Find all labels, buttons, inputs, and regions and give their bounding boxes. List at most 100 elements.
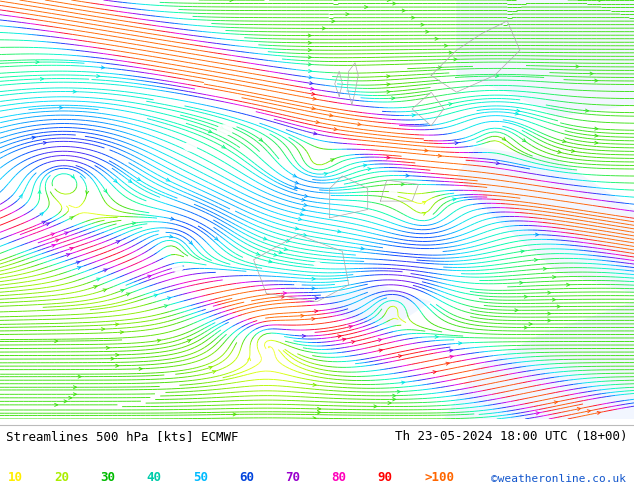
FancyArrowPatch shape [312,277,315,280]
FancyArrowPatch shape [157,339,160,342]
FancyArrowPatch shape [66,254,70,256]
FancyArrowPatch shape [548,319,551,322]
FancyArrowPatch shape [77,267,81,270]
FancyArrowPatch shape [222,145,225,148]
Text: 90: 90 [378,471,393,484]
FancyArrowPatch shape [43,142,46,145]
FancyArrowPatch shape [453,198,456,201]
FancyArrowPatch shape [248,357,250,361]
FancyArrowPatch shape [422,201,426,204]
FancyArrowPatch shape [458,342,462,345]
FancyArrowPatch shape [387,0,391,1]
FancyArrowPatch shape [116,241,120,244]
Text: Th 23-05-2024 18:00 UTC (18+00): Th 23-05-2024 18:00 UTC (18+00) [395,430,628,442]
FancyArrowPatch shape [313,97,316,100]
FancyArrowPatch shape [294,186,297,189]
FancyArrowPatch shape [51,233,55,236]
FancyArrowPatch shape [524,326,527,329]
FancyArrowPatch shape [38,191,41,194]
FancyArrowPatch shape [126,293,130,296]
FancyArrowPatch shape [65,232,68,235]
FancyArrowPatch shape [557,305,560,308]
FancyArrowPatch shape [46,223,49,226]
Text: 70: 70 [285,471,301,484]
FancyArrowPatch shape [552,298,555,301]
FancyArrowPatch shape [515,309,518,312]
FancyArrowPatch shape [137,177,140,180]
FancyArrowPatch shape [425,149,428,152]
Text: ©weatheronline.co.uk: ©weatheronline.co.uk [491,474,626,484]
FancyArrowPatch shape [308,63,311,66]
FancyArrowPatch shape [351,341,355,343]
FancyArrowPatch shape [171,217,174,220]
FancyArrowPatch shape [304,195,307,197]
FancyArrowPatch shape [295,181,299,184]
FancyArrowPatch shape [595,127,598,130]
FancyArrowPatch shape [322,27,325,30]
FancyArrowPatch shape [32,136,36,139]
FancyArrowPatch shape [571,149,574,152]
FancyArrowPatch shape [300,213,303,216]
FancyArrowPatch shape [387,75,390,78]
FancyArrowPatch shape [40,213,43,216]
FancyArrowPatch shape [166,178,169,181]
Circle shape [389,190,397,195]
FancyArrowPatch shape [312,93,315,96]
FancyArrowPatch shape [562,140,566,143]
FancyArrowPatch shape [496,162,500,165]
FancyArrowPatch shape [438,154,441,157]
FancyArrowPatch shape [302,198,305,201]
FancyArrowPatch shape [256,252,259,255]
FancyArrowPatch shape [302,335,306,338]
FancyArrowPatch shape [398,355,402,358]
Circle shape [314,262,320,266]
FancyArrowPatch shape [74,393,77,396]
FancyArrowPatch shape [455,142,458,145]
FancyArrowPatch shape [313,383,316,386]
FancyArrowPatch shape [387,156,390,159]
FancyArrowPatch shape [438,66,441,69]
FancyArrowPatch shape [279,251,282,254]
FancyArrowPatch shape [548,291,551,294]
FancyArrowPatch shape [304,203,307,206]
FancyArrowPatch shape [368,168,371,171]
FancyArrowPatch shape [167,297,171,300]
FancyArrowPatch shape [115,364,119,368]
FancyArrowPatch shape [308,41,311,44]
FancyArrowPatch shape [312,318,315,320]
FancyArrowPatch shape [36,61,39,64]
FancyArrowPatch shape [454,58,457,61]
FancyArrowPatch shape [132,222,136,225]
FancyArrowPatch shape [316,121,320,123]
FancyArrowPatch shape [444,44,448,47]
Text: 60: 60 [239,471,254,484]
FancyArrowPatch shape [411,16,415,19]
FancyArrowPatch shape [101,328,105,331]
FancyArrowPatch shape [520,281,523,284]
FancyArrowPatch shape [312,107,315,110]
FancyArrowPatch shape [308,56,311,59]
FancyArrowPatch shape [287,239,290,242]
FancyArrowPatch shape [169,235,172,238]
FancyArrowPatch shape [450,355,453,358]
FancyArrowPatch shape [421,23,424,26]
FancyArrowPatch shape [515,112,519,115]
FancyArrowPatch shape [86,191,89,194]
Text: Streamlines 500 hPa [kts] ECMWF: Streamlines 500 hPa [kts] ECMWF [6,430,239,442]
FancyArrowPatch shape [308,49,311,51]
FancyArrowPatch shape [209,367,212,369]
FancyArrowPatch shape [78,375,81,378]
FancyArrowPatch shape [524,295,527,298]
FancyArrowPatch shape [308,34,311,37]
FancyArrowPatch shape [324,172,327,175]
FancyArrowPatch shape [365,5,368,9]
FancyArrowPatch shape [425,30,429,33]
FancyArrowPatch shape [502,137,505,140]
FancyArrowPatch shape [516,109,520,112]
FancyArrowPatch shape [449,51,452,54]
FancyArrowPatch shape [164,305,167,308]
FancyArrowPatch shape [597,412,600,415]
FancyArrowPatch shape [94,286,97,289]
FancyArrowPatch shape [70,217,73,220]
Circle shape [184,143,197,151]
